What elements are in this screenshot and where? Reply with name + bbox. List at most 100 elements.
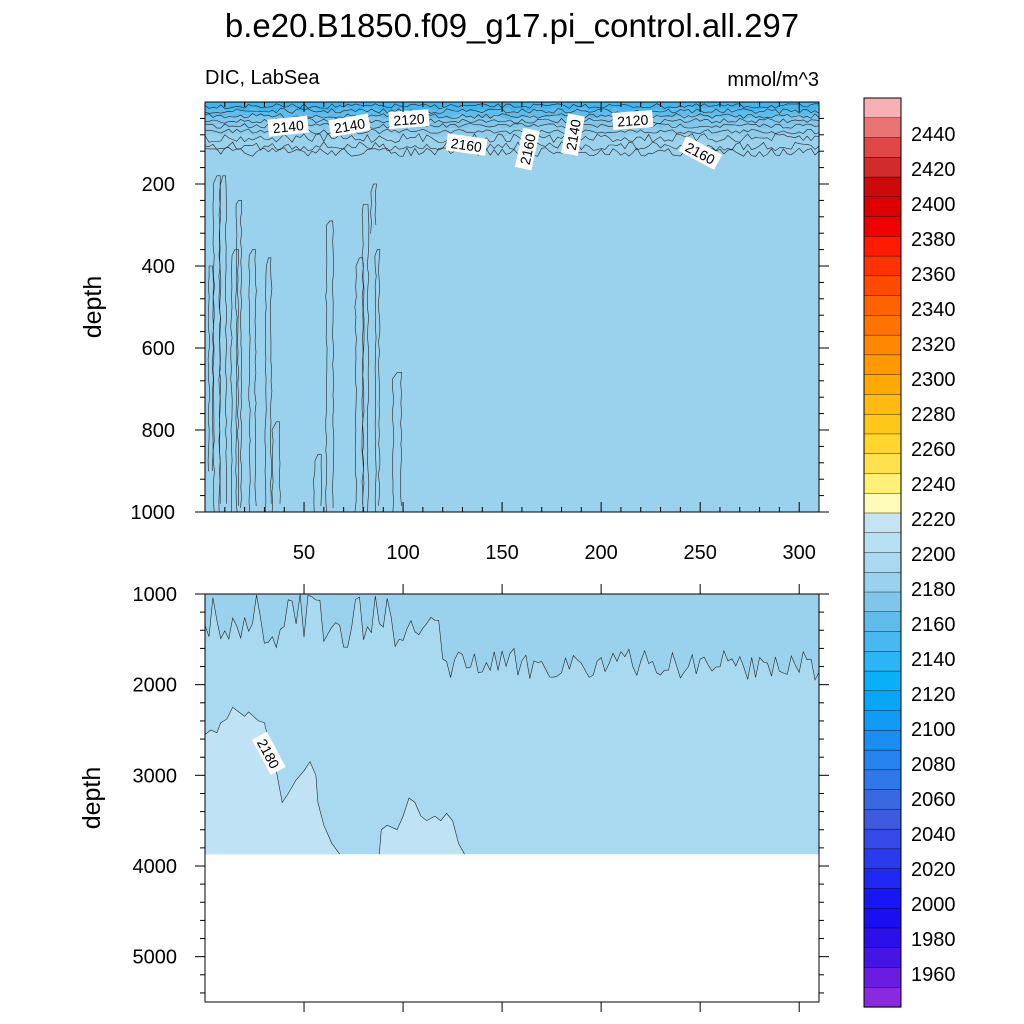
contour-label: 2160 (514, 127, 540, 171)
units-subtitle: mmol/m^3 (727, 69, 819, 91)
colorbar-swatch (863, 236, 902, 257)
colorbar-swatch (863, 295, 902, 316)
top-contour-line (205, 147, 819, 157)
variable-subtitle: DIC, LabSea (205, 67, 320, 89)
colorbar-label: 2040 (911, 824, 956, 846)
top-contour-line (205, 113, 819, 119)
colorbar-swatch (863, 690, 902, 712)
y-tick-label: 400 (142, 256, 175, 278)
top-contour-line (205, 108, 819, 114)
bottom-contour-group (205, 594, 819, 855)
colorbar-label: 2320 (911, 334, 956, 356)
contour-label-text: 2120 (617, 111, 649, 129)
y-tick-label: 5000 (133, 947, 178, 969)
top-plume-contour (218, 175, 228, 512)
colorbar-label: 2400 (911, 194, 956, 216)
x-tick-label: 200 (584, 542, 617, 564)
top-axis-ticks: 50 100 150 200 250 300 200 400 600 800 1000 (131, 102, 829, 564)
colorbar-swatch (863, 769, 902, 791)
colorbar-swatch (863, 413, 902, 435)
colorbar-swatch (863, 196, 902, 218)
colorbar-swatch (863, 967, 902, 988)
colorbar-swatch (863, 176, 902, 198)
colorbar-swatch (863, 255, 902, 277)
contour-label: 2140 (561, 113, 585, 156)
x-tick-label: 250 (683, 542, 716, 564)
contour-label-text: 2120 (393, 111, 425, 129)
y-tick-label: 600 (142, 338, 175, 360)
bottom-axis-ticks: 1000 2000 3000 4000 5000 (133, 584, 829, 1012)
contour-label: 2120 (388, 109, 430, 129)
y-tick-label: 2000 (133, 675, 178, 697)
top-plume-contour (313, 454, 322, 512)
colorbar-label: 2340 (911, 299, 956, 321)
bottom-upper-band (205, 594, 819, 680)
top-plume-contour (374, 249, 381, 512)
x-tick-label: 300 (783, 542, 816, 564)
colorbar-swatch (863, 749, 902, 771)
top-plume-contour (325, 220, 335, 512)
bottom-contour-line (205, 594, 819, 681)
top-contour-line (205, 141, 819, 152)
colorbar-label: 2120 (911, 684, 956, 706)
top-y-axis-label: depth (79, 276, 107, 339)
bottom-deep-band (379, 798, 465, 855)
colorbar-label: 2080 (911, 754, 956, 776)
colorbar-label: 2240 (911, 474, 956, 496)
colorbar-swatch (863, 670, 902, 692)
colorbar-swatch (863, 848, 902, 870)
colorbar-swatch (863, 117, 902, 139)
contour-label-text: 2160 (517, 132, 539, 166)
colorbar-label: 2380 (911, 229, 956, 251)
colorbar-swatch (863, 868, 902, 890)
top-plume-contour (264, 257, 273, 512)
colorbar-swatch (863, 809, 902, 830)
colorbar-swatch (863, 97, 902, 119)
colorbar-label: 1960 (911, 964, 956, 986)
top-contour-line (205, 133, 819, 143)
top-plume-contour (354, 257, 365, 512)
colorbar-swatch (863, 552, 902, 573)
bottom-plot-frame (204, 593, 820, 1003)
top-plot-background (205, 102, 819, 512)
colorbar-label: 2360 (911, 264, 956, 286)
colorbar-label: 2140 (911, 649, 956, 671)
top-plume-contour (392, 372, 403, 512)
y-tick-label: 1000 (133, 584, 178, 606)
top-plume-contour (207, 265, 214, 472)
y-tick-label: 800 (142, 420, 175, 442)
colorbar-swatch (863, 157, 902, 178)
colorbar-swatch (863, 315, 902, 336)
contour-label-box (388, 109, 430, 129)
colorbar-swatch (863, 828, 902, 850)
colorbar-label: 2440 (911, 124, 956, 146)
colorbar-label: 2060 (911, 789, 956, 811)
colorbar-swatch (863, 493, 902, 514)
y-tick-label: 200 (142, 174, 175, 196)
colorbar-swatch (863, 137, 902, 158)
top-plume-contour (271, 421, 281, 512)
x-tick-label: 100 (386, 542, 419, 564)
colorbar-swatch (863, 611, 902, 633)
y-tick-label: 4000 (133, 856, 178, 878)
contour-label-text: 2140 (272, 117, 305, 136)
x-tick-label: 150 (485, 542, 518, 564)
colorbar-label: 2000 (911, 894, 956, 916)
contour-label-text: 2140 (563, 118, 584, 152)
chart-title: b.e20.B1850.f09_g17.pi_control.all.297 (225, 7, 799, 44)
colorbar-label: 2180 (911, 579, 956, 601)
top-plume-contour (212, 175, 222, 512)
colorbar-swatch (863, 374, 902, 396)
colorbar-swatch (863, 473, 902, 494)
top-plume-contour (248, 249, 257, 512)
bottom-deep-band (205, 707, 340, 855)
colorbar: 2440 2420 2400 2380 2360 2340 2320 2300 2280 2260… (863, 97, 956, 1008)
colorbar-swatch (863, 927, 902, 949)
contour-label: 2160 (445, 133, 488, 156)
colorbar-swatch (863, 394, 902, 415)
colorbar-label: 2220 (911, 509, 956, 531)
contour-label-box (612, 110, 654, 130)
contour-label-box (267, 115, 309, 137)
